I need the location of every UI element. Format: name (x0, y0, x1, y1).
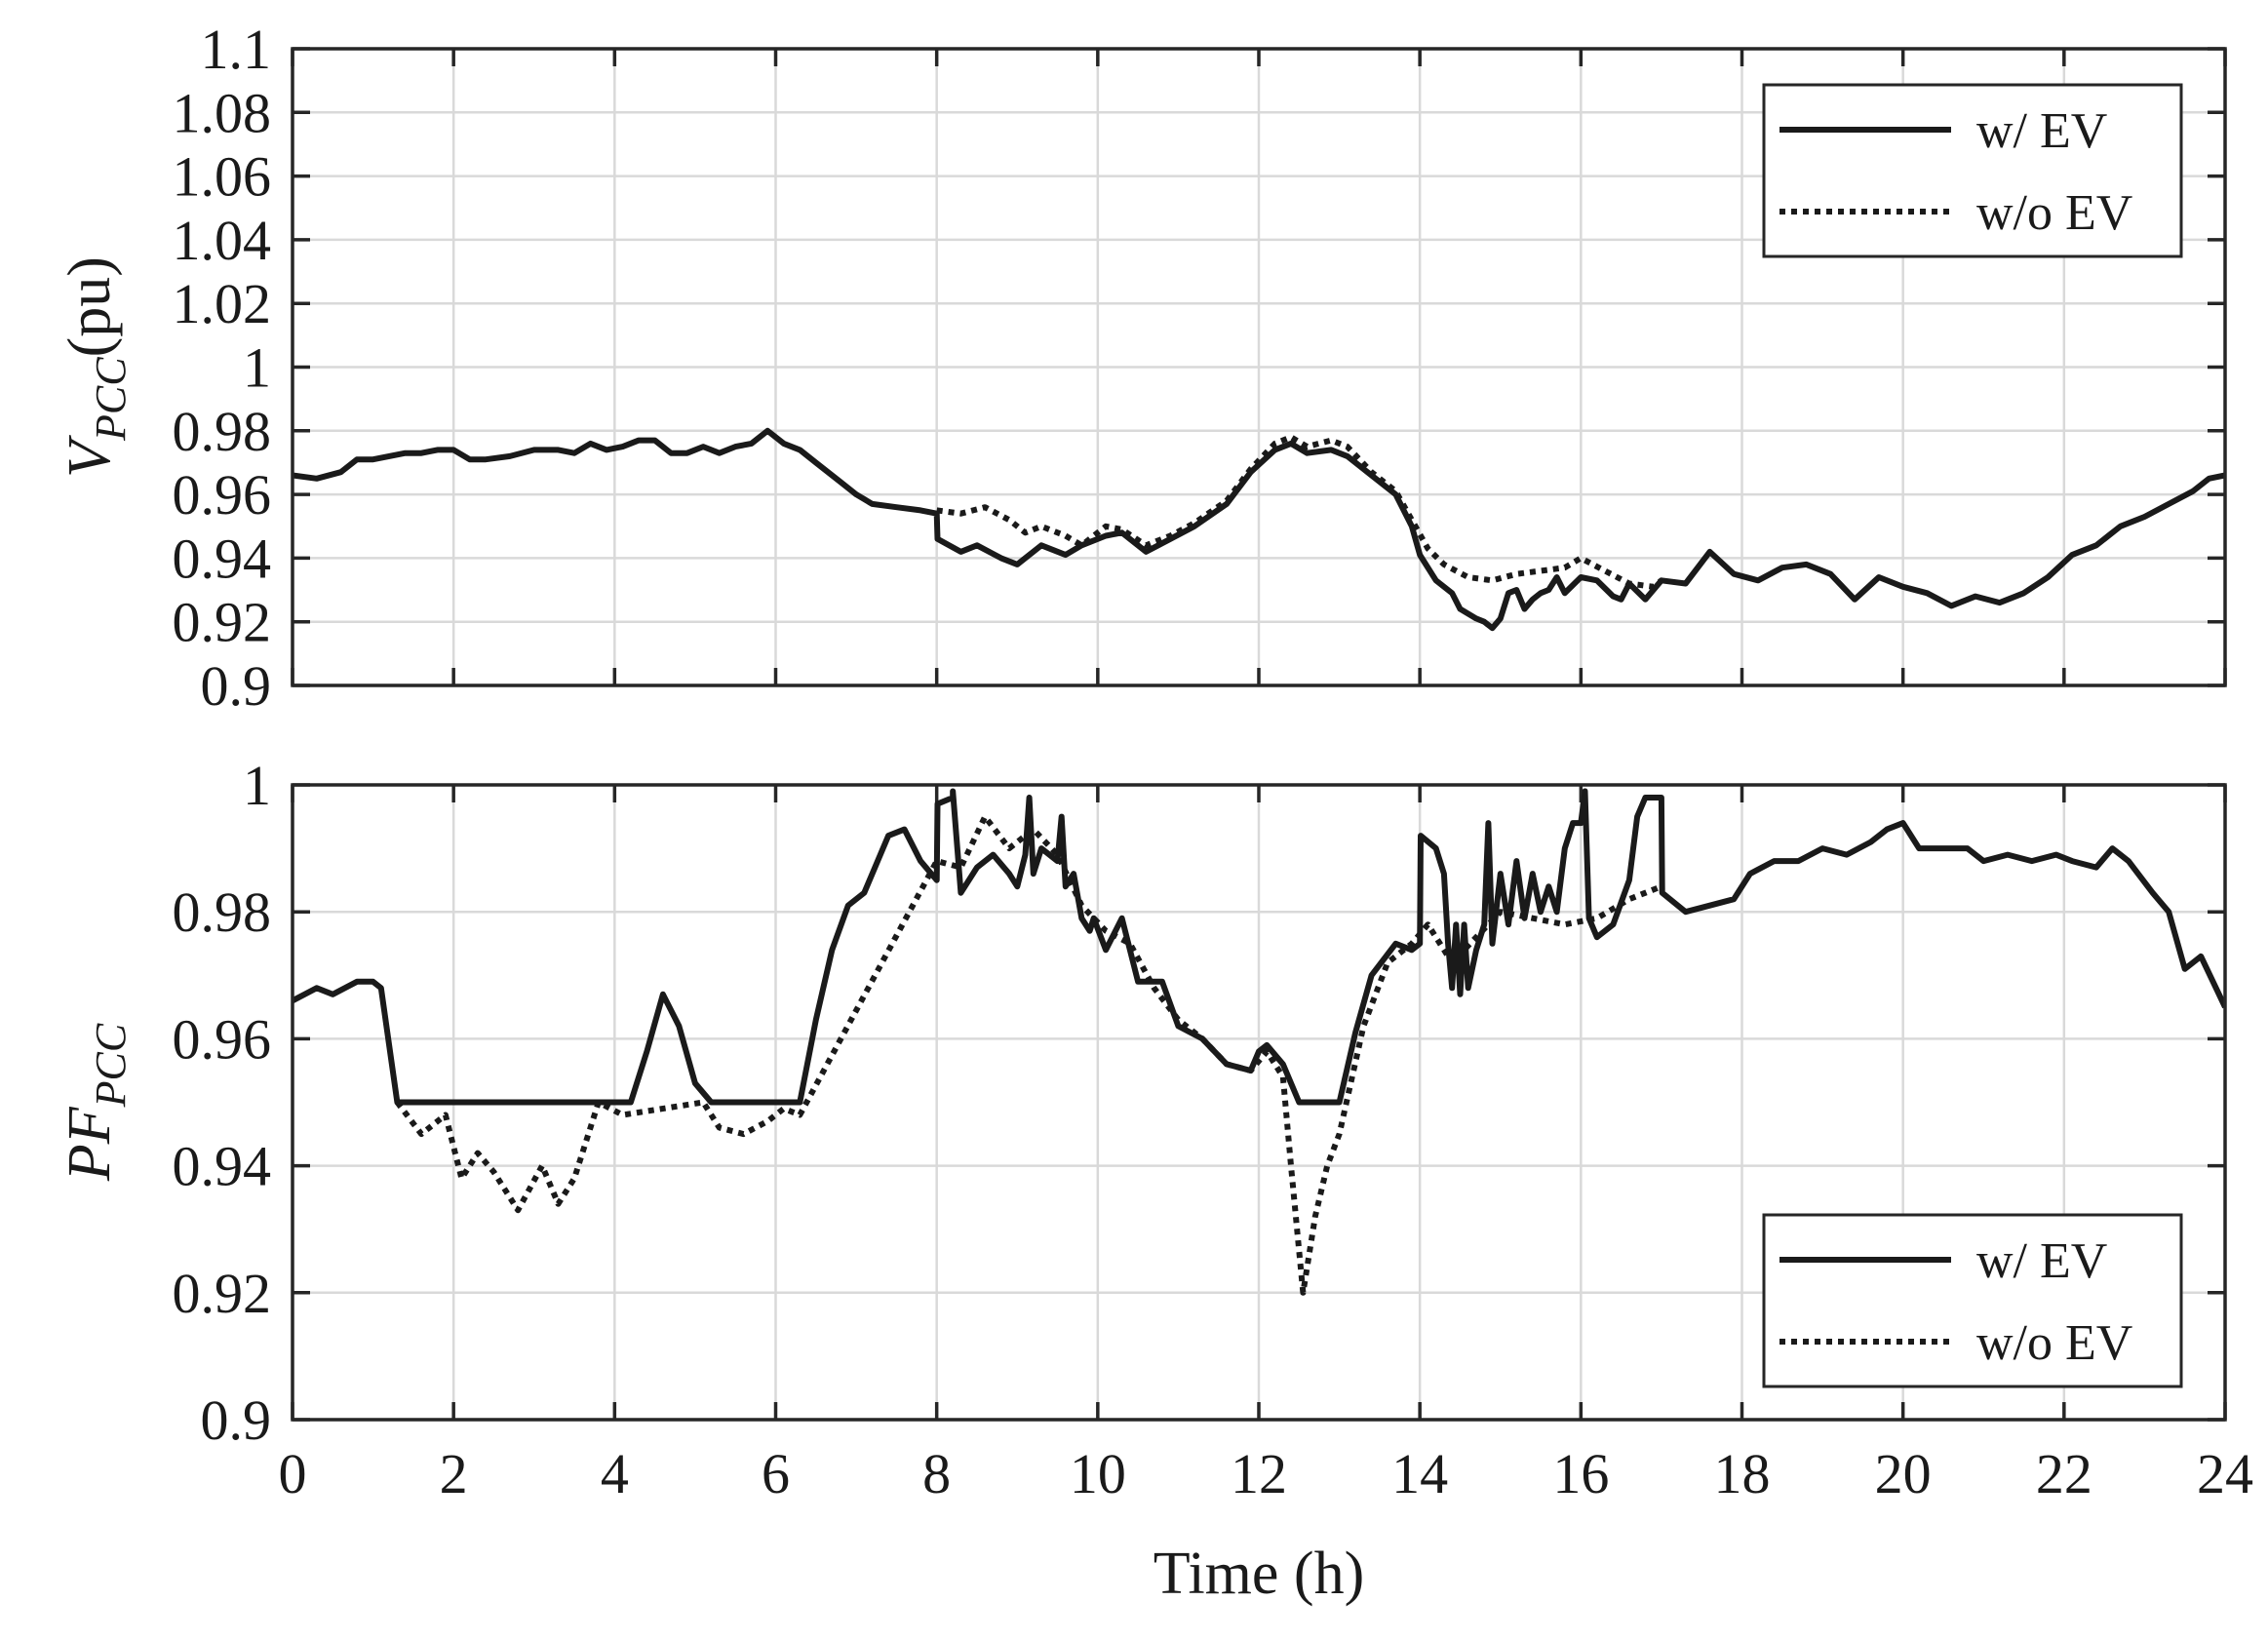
y-tick-label: 0.9 (201, 1388, 272, 1452)
y-axis-label-subscript: PCC (87, 1023, 135, 1108)
y-tick-label: 1.06 (173, 145, 272, 209)
y-tick-label: 0.94 (173, 1135, 272, 1198)
x-tick-label: 2 (440, 1442, 468, 1505)
y-tick-label: 1 (243, 336, 271, 400)
legend-box (1762, 83, 2183, 258)
x-tick-label: 0 (279, 1442, 307, 1505)
series-line-with-ev (293, 788, 2225, 1106)
axis-frame (291, 783, 2227, 1422)
axis-frame (291, 47, 2227, 687)
x-tick-label: 12 (1231, 1442, 1287, 1505)
x-tick-label: 20 (1875, 1442, 1932, 1505)
legend-box (1762, 1213, 2183, 1388)
legend-label-without-ev: w/o EV (1976, 185, 2132, 241)
x-tick-label: 24 (2197, 1442, 2253, 1505)
x-tick-label: 6 (762, 1442, 790, 1505)
y-axis-label-main: PF (57, 1106, 123, 1182)
y-tick-label: 1.1 (201, 18, 272, 81)
y-axis-label: VPCC(pu) (57, 256, 135, 478)
y-tick-label: 1.08 (173, 81, 272, 144)
y-tick-label: 1 (243, 754, 271, 817)
y-tick-label: 0.92 (173, 591, 272, 654)
x-tick-label: 22 (2036, 1442, 2092, 1505)
y-tick-label: 0.9 (201, 654, 272, 718)
x-tick-label: 14 (1391, 1442, 1448, 1505)
y-axis-label: PFPCC (57, 1023, 135, 1182)
x-axis-label: Time (h) (1154, 1541, 1364, 1607)
series-group (293, 427, 2225, 632)
legend-label-without-ev: w/o EV (1976, 1315, 2132, 1371)
y-axis-label-main: V (57, 435, 123, 478)
legend-label-with-ev: w/ EV (1976, 1233, 2107, 1289)
legend-label-with-ev: w/ EV (1976, 103, 2107, 159)
y-tick-label: 1.02 (173, 272, 272, 335)
legend: w/ EV w/o EV (1762, 83, 2183, 258)
y-tick-label: 1.04 (173, 209, 272, 272)
x-tick-label: 18 (1714, 1442, 1771, 1505)
legend: w/ EV w/o EV (1762, 1213, 2183, 1388)
y-tick-label: 0.96 (173, 463, 272, 527)
series-line-without-ev (395, 813, 1662, 1296)
y-tick-label: 0.92 (173, 1262, 272, 1325)
x-tick-label: 4 (601, 1442, 629, 1505)
y-axis-label-unit: (pu) (57, 256, 123, 357)
x-tick-label: 10 (1070, 1442, 1126, 1505)
y-tick-label: 0.96 (173, 1007, 272, 1071)
y-tick-label: 0.98 (173, 400, 272, 463)
y-tick-label: 0.94 (173, 527, 272, 590)
series-line-without-ev (936, 434, 1663, 590)
series-line-with-ev (293, 427, 2225, 632)
series-group (293, 788, 2225, 1296)
x-tick-label: 8 (922, 1442, 951, 1505)
y-axis-label-subscript: PCC (87, 357, 135, 442)
x-tick-label: 16 (1552, 1442, 1609, 1505)
y-tick-label: 0.98 (173, 880, 272, 944)
